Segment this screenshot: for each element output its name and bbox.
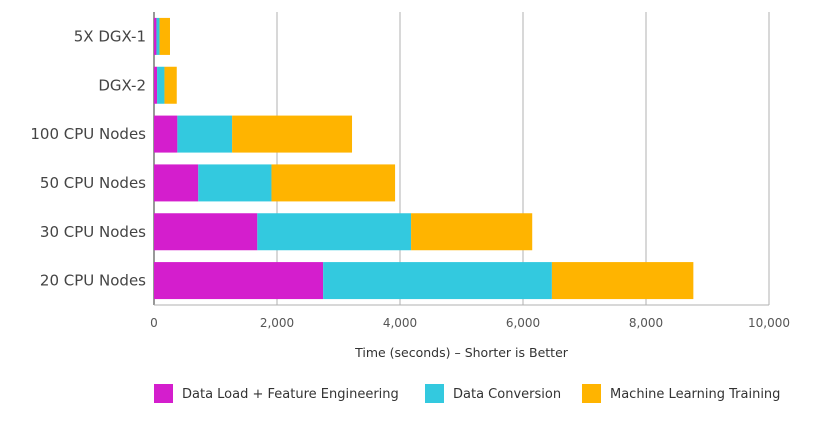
legend-label: Data Load + Feature Engineering	[182, 387, 399, 402]
x-tick-labels: 0 2,000 4,000 6,000 8,000 10,000	[150, 316, 790, 330]
bar-segment	[156, 17, 160, 55]
bar-segment	[154, 213, 258, 251]
bar-segment	[159, 17, 170, 55]
bar-segment	[157, 66, 165, 104]
bar-segment	[154, 66, 158, 104]
legend-swatch	[154, 384, 173, 403]
bar-segment	[323, 262, 552, 300]
category-label: 5X DGX-1	[74, 27, 146, 45]
bar-segment	[232, 115, 353, 153]
x-axis-title: Time (seconds) – Shorter is Better	[354, 345, 569, 360]
bar-segment	[177, 115, 233, 153]
category-label: 100 CPU Nodes	[30, 125, 146, 143]
category-label: 20 CPU Nodes	[40, 272, 146, 290]
bar-segment	[257, 213, 412, 251]
bar-segment	[411, 213, 533, 251]
bar-segment	[551, 262, 694, 300]
legend-swatch	[425, 384, 444, 403]
bar-segment	[154, 17, 157, 55]
legend-swatch	[582, 384, 601, 403]
category-label: 50 CPU Nodes	[40, 174, 146, 192]
category-label: 30 CPU Nodes	[40, 223, 146, 241]
x-tick-label: 6,000	[506, 316, 540, 330]
bar-segment	[154, 262, 324, 300]
x-tick-label: 4,000	[383, 316, 417, 330]
bars-group	[154, 17, 694, 300]
bar-segment	[164, 66, 177, 104]
category-label: DGX-2	[98, 76, 146, 94]
gridlines	[153, 12, 770, 306]
bar-segment	[154, 164, 199, 202]
bar-segment	[154, 115, 178, 153]
x-tick-label: 0	[150, 316, 158, 330]
bar-segment	[198, 164, 272, 202]
legend: Data Load + Feature Engineering Data Conv…	[154, 384, 780, 403]
x-tick-label: 2,000	[260, 316, 294, 330]
bar-segment	[271, 164, 396, 202]
legend-label: Machine Learning Training	[610, 387, 780, 402]
category-labels: 5X DGX-1 DGX-2 100 CPU Nodes 50 CPU Nodes 30…	[30, 27, 146, 289]
x-tick-label: 10,000	[748, 316, 790, 330]
legend-label: Data Conversion	[453, 387, 561, 402]
x-tick-label: 8,000	[629, 316, 663, 330]
